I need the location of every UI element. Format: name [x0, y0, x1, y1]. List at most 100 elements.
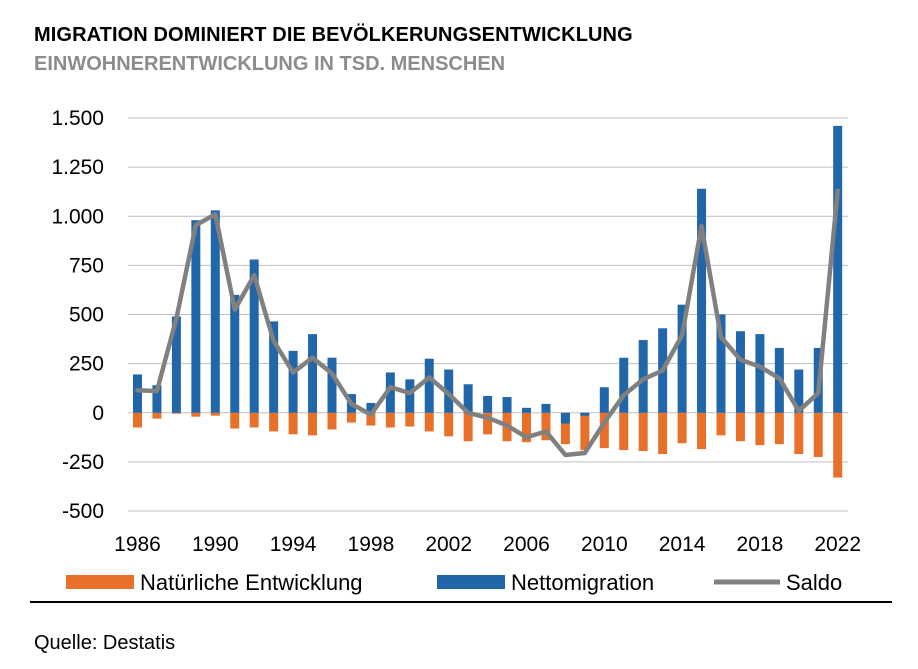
series-saldo — [135, 188, 840, 458]
bar-migration — [366, 402, 376, 413]
bar-natural — [327, 412, 337, 430]
bar-natural — [405, 412, 415, 427]
bar-natural — [735, 412, 745, 442]
bar-natural — [366, 412, 376, 426]
bar-migration — [716, 314, 726, 413]
bar-natural — [230, 412, 240, 429]
bar-natural — [346, 412, 356, 423]
bar-natural — [522, 412, 531, 443]
source-note: Quelle: Destatis — [34, 632, 176, 654]
bar-natural — [269, 412, 279, 432]
bar-natural — [813, 412, 823, 457]
bar-migration — [385, 372, 395, 413]
legend-label: Saldo — [786, 570, 842, 595]
x-tick-label: 2010 — [581, 533, 628, 556]
bar-migration — [619, 357, 629, 413]
bar-migration — [794, 369, 804, 413]
bar-migration — [133, 374, 142, 413]
y-tick-label: 1.000 — [51, 205, 104, 228]
series-natural-bars — [133, 412, 843, 478]
series-migration-bars — [133, 125, 843, 424]
bar-migration — [735, 331, 745, 413]
legend-label: Natürliche Entwicklung — [140, 570, 363, 595]
bar-migration — [599, 387, 609, 413]
bar-natural — [444, 412, 454, 437]
bar-natural — [599, 412, 609, 449]
y-tick-label: 1.500 — [51, 107, 104, 130]
x-tick-label: 1998 — [348, 533, 395, 556]
bar-natural — [794, 412, 804, 455]
bar-migration — [483, 396, 493, 413]
bar-migration — [424, 358, 434, 413]
bar-migration — [560, 412, 570, 424]
bar-migration — [677, 304, 687, 413]
bar-natural — [541, 412, 551, 441]
x-tick-label: 2018 — [737, 533, 784, 556]
y-tick-label: -500 — [62, 500, 104, 523]
bar-migration — [269, 321, 279, 413]
bar-natural — [210, 412, 220, 416]
bar-natural — [424, 412, 434, 432]
bar-natural — [308, 412, 318, 436]
legend: Natürliche Entwicklung Nettomigration Sald… — [66, 570, 842, 595]
bar-natural — [483, 412, 493, 435]
bar-migration — [580, 412, 590, 416]
bar-migration — [697, 188, 707, 413]
x-tick-label: 1994 — [270, 533, 317, 556]
bar-natural — [755, 412, 765, 446]
gridlines — [128, 117, 848, 512]
bar-migration — [191, 220, 201, 413]
y-tick-label: 500 — [69, 304, 104, 327]
bar-natural — [171, 412, 181, 414]
bar-migration — [405, 379, 415, 413]
bar-migration — [308, 334, 318, 413]
bar-migration — [288, 350, 298, 413]
chart-subtitle: EINWOHNERENTWICKLUNG IN TSD. MENSCHEN — [34, 53, 506, 75]
bar-migration — [522, 407, 531, 413]
bar-migration — [502, 397, 512, 413]
bar-migration — [249, 259, 259, 413]
bar-natural — [677, 412, 687, 444]
bar-natural — [133, 412, 142, 428]
footer-divider — [30, 601, 892, 603]
y-tick-label: 1.250 — [51, 156, 104, 179]
bar-natural — [249, 412, 259, 428]
bar-migration — [230, 294, 240, 413]
bar-migration — [638, 340, 648, 413]
bar-natural — [463, 412, 473, 442]
legend-swatch — [437, 575, 505, 589]
bar-migration — [171, 316, 181, 413]
y-tick-label: 0 — [92, 402, 104, 425]
bar-natural — [385, 412, 395, 428]
chart-title: MIGRATION DOMINIERT DIE BEVÖLKERUNGSENTW… — [34, 24, 633, 46]
bar-natural — [288, 412, 298, 435]
bar-natural — [833, 412, 843, 478]
bar-natural — [560, 412, 570, 445]
bar-natural — [152, 412, 162, 419]
bar-natural — [580, 412, 590, 451]
y-axis: -500 -250 0 250 500 750 1.000 1.250 1.500 — [51, 107, 104, 523]
bar-natural — [638, 412, 648, 452]
x-tick-label: 1990 — [192, 533, 239, 556]
bar-migration — [541, 403, 551, 413]
bar-natural — [716, 412, 726, 436]
bar-natural — [191, 412, 201, 417]
bar-natural — [774, 412, 784, 445]
bar-natural — [697, 412, 707, 450]
x-tick-label: 2014 — [659, 533, 706, 556]
x-tick-label: 2002 — [425, 533, 472, 556]
legend-swatch — [66, 575, 134, 589]
bar-natural — [658, 412, 668, 455]
bar-migration — [833, 125, 843, 413]
bar-migration — [755, 334, 765, 413]
x-tick-label: 2006 — [503, 533, 550, 556]
bar-migration — [210, 210, 220, 413]
bar-migration — [463, 384, 473, 413]
bar-natural — [619, 412, 629, 451]
x-tick-label: 1986 — [114, 533, 161, 556]
bar-migration — [327, 357, 337, 413]
y-tick-label: 750 — [69, 254, 104, 277]
y-tick-label: -250 — [62, 451, 104, 474]
saldo-line — [135, 188, 840, 458]
